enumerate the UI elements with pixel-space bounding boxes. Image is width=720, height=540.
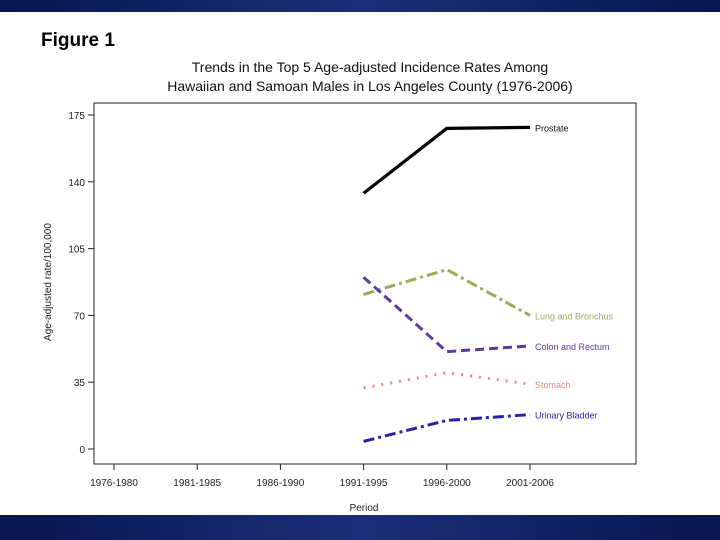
series-label-colon-and-rectum: Colon and Rectum: [535, 342, 610, 352]
series-label-prostate: Prostate: [535, 123, 569, 133]
x-tick-label: 1996-2000: [423, 478, 471, 489]
x-tick-label: 1976-1980: [90, 478, 138, 489]
series-label-stomach: Stomach: [535, 380, 571, 390]
y-axis: 0 35 70 105 140 175: [68, 111, 94, 456]
x-tick-label: 1991-1995: [340, 478, 388, 489]
series-line-stomach: [363, 371, 531, 390]
x-tick-label: 1981-1985: [173, 478, 221, 489]
x-tick-label: 1986-1990: [256, 478, 304, 489]
series-label-lung-and-bronchus: Lung and Bronchus: [535, 311, 614, 321]
series-line-urinary-bladder: [363, 413, 531, 443]
series-labels: Prostate Lung and Bronchus Colon and Rectu…: [535, 123, 614, 420]
chart-title-line-2: Hawaiian and Samoan Males in Los Angeles…: [167, 78, 573, 94]
plot-frame: [93, 102, 637, 465]
series-label-urinary-bladder: Urinary Bladder: [535, 411, 598, 421]
y-tick-label: 140: [68, 178, 85, 189]
series-lines: [362, 125, 531, 443]
x-axis-title: Period: [350, 503, 379, 514]
y-axis-title: Age-adjusted rate/100,000: [43, 223, 54, 341]
x-tick-label: 2001-2006: [506, 478, 554, 489]
y-tick-label: 70: [74, 311, 86, 322]
series-line-lung-and-bronchus: [363, 267, 531, 317]
y-tick-label: 105: [68, 245, 85, 256]
y-tick-label: 35: [74, 378, 86, 389]
top-banner-band: [0, 0, 720, 12]
figure-label: Figure 1: [41, 30, 115, 51]
series-line-prostate: [362, 125, 531, 195]
chart-title-line-1: Trends in the Top 5 Age-adjusted Inciden…: [191, 59, 549, 75]
bottom-banner-band: [0, 515, 720, 540]
y-tick-label: 175: [68, 111, 85, 122]
x-axis: 1976-1980 1981-1985 1986-1990 1991-1995 1996…: [90, 464, 554, 489]
y-tick-label: 0: [79, 445, 85, 456]
